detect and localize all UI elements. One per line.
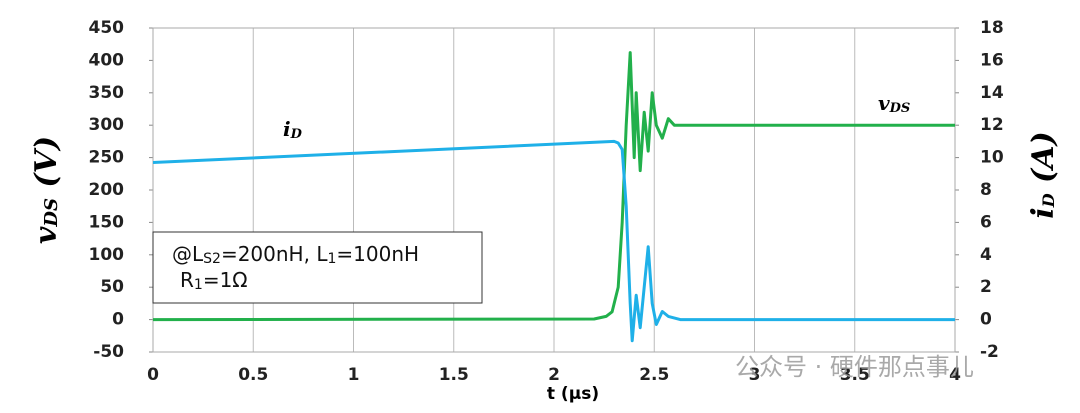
y2-tick-label: 0 bbox=[980, 310, 992, 330]
y-tick-label: 100 bbox=[89, 245, 125, 265]
y-tick-label: 300 bbox=[89, 115, 125, 135]
y2-tick-label: 8 bbox=[980, 180, 992, 200]
y2-axis-label-part: (A) bbox=[1026, 131, 1061, 193]
annotation-text: @LS2=200nH, L1=100nH bbox=[172, 242, 419, 268]
y-tick-label: 350 bbox=[89, 83, 125, 103]
y-axis-label-part: (V) bbox=[29, 136, 64, 198]
legend-label: vDS bbox=[878, 91, 910, 116]
annotation-text-part: =200nH, L bbox=[221, 242, 328, 266]
y2-tick-label: 14 bbox=[980, 83, 1004, 103]
y2-tick-label: 12 bbox=[980, 115, 1004, 135]
x-axis-label-part: t (μs) bbox=[547, 384, 599, 404]
y-tick-label: -50 bbox=[93, 342, 124, 362]
y2-tick-label: 18 bbox=[980, 18, 1004, 38]
x-axis-label: t (μs) bbox=[547, 384, 599, 404]
y-tick-label: 450 bbox=[89, 18, 125, 38]
annotation-text-part: 1 bbox=[327, 251, 336, 267]
y-axis-label: vDS (V) bbox=[29, 136, 64, 244]
y-tick-label: 150 bbox=[89, 212, 125, 232]
x-tick-label: 4 bbox=[949, 365, 961, 385]
annotation-text-part: =100nH bbox=[336, 242, 419, 266]
y2-tick-label: 10 bbox=[980, 148, 1004, 168]
x-tick-label: 3.5 bbox=[840, 365, 870, 385]
y-tick-label: 250 bbox=[89, 148, 125, 168]
y-tick-label: 400 bbox=[89, 50, 125, 70]
y-tick-label: 0 bbox=[112, 310, 124, 330]
y2-axis-label-part: D bbox=[1039, 193, 1058, 208]
annotation-box bbox=[152, 231, 483, 304]
series-line bbox=[152, 51, 955, 322]
legend-label-part: v bbox=[878, 91, 890, 115]
y2-tick-label: 2 bbox=[980, 277, 992, 297]
y-tick-label: 50 bbox=[100, 277, 124, 297]
y2-tick-label: 4 bbox=[980, 245, 992, 265]
annotation-text-part: R bbox=[180, 268, 194, 292]
x-tick-label: 0 bbox=[147, 365, 159, 385]
annotation-text-part: 1 bbox=[194, 277, 203, 293]
y-tick-label: 200 bbox=[89, 180, 125, 200]
y2-axis-label-part: i bbox=[1026, 207, 1061, 218]
legend-label-part: DS bbox=[889, 101, 911, 116]
x-tick-label: 2 bbox=[548, 365, 560, 385]
x-tick-label: 1.5 bbox=[439, 365, 469, 385]
annotation-text-part: @L bbox=[172, 242, 204, 266]
annotation-text-part: S2 bbox=[203, 251, 221, 267]
watermark: 公众号 · 硬件那点事儿 bbox=[735, 353, 974, 381]
y-axis-label-part: DS bbox=[41, 198, 62, 228]
plot-frame bbox=[152, 27, 956, 353]
y2-axis-label: iD (A) bbox=[1026, 131, 1061, 218]
x-tick-label: 3 bbox=[749, 365, 761, 385]
legend-label: iD bbox=[283, 117, 303, 142]
y2-tick-label: 6 bbox=[980, 212, 992, 232]
y2-tick-label: -2 bbox=[980, 342, 999, 362]
y-axis-label-part: v bbox=[29, 226, 64, 244]
x-tick-label: 2.5 bbox=[639, 365, 669, 385]
x-tick-label: 1 bbox=[348, 365, 360, 385]
legend-label-part: D bbox=[290, 127, 303, 142]
y2-tick-label: 16 bbox=[980, 50, 1004, 70]
x-tick-label: 0.5 bbox=[238, 365, 268, 385]
legend-label-part: i bbox=[283, 117, 291, 141]
series-line bbox=[152, 139, 955, 343]
annotation-text-part: =1Ω bbox=[203, 268, 248, 292]
annotation-text: R1=1Ω bbox=[180, 268, 248, 294]
